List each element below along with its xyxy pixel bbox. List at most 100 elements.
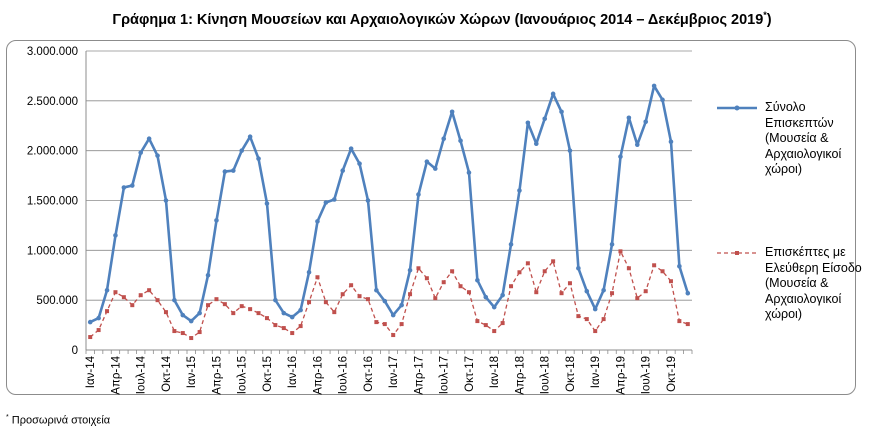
data-point (652, 263, 657, 268)
data-point (121, 185, 127, 190)
chart-title: Γράφημα 1: Κίνηση Μουσείων και Αρχαιολογ… (0, 10, 884, 28)
data-point (155, 153, 160, 158)
data-point (87, 319, 93, 325)
data-point (534, 290, 539, 295)
x-tick-label: Ιουλ-18 (540, 356, 552, 394)
data-point (163, 198, 169, 203)
data-point (567, 148, 573, 153)
data-point (517, 188, 522, 193)
data-point (163, 310, 168, 315)
data-point (206, 303, 211, 308)
data-point (584, 288, 590, 294)
legend-marker (735, 251, 739, 255)
data-point (331, 197, 337, 202)
y-tick-label: 2.000.000 (27, 146, 78, 158)
data-point (634, 142, 640, 147)
data-point (264, 201, 270, 206)
data-point (651, 83, 657, 89)
data-point (197, 310, 202, 316)
series-line-1 (89, 84, 690, 324)
data-point (348, 146, 354, 151)
data-point (365, 297, 370, 302)
data-point (408, 292, 413, 297)
data-point (256, 156, 261, 161)
data-point (592, 306, 598, 312)
data-point (441, 280, 446, 285)
data-point (113, 233, 118, 238)
data-point (273, 323, 278, 328)
legend-label: Σύνολο Επισκεπτών (Μουσεία & Αρχαιολογικ… (765, 100, 842, 176)
data-point (222, 302, 227, 307)
data-point (618, 154, 623, 159)
x-tick-label: Οκτ-18 (565, 356, 577, 392)
footnote-mark: * (6, 414, 9, 421)
data-point (500, 292, 505, 298)
footnote-text: Προσωρινά στοιχεία (8, 414, 111, 427)
chart-title-footnote-mark: * (763, 10, 767, 20)
data-point (340, 168, 346, 173)
data-point (289, 314, 295, 320)
data-point (576, 265, 581, 271)
data-point (609, 242, 615, 247)
data-point (256, 311, 261, 316)
data-point (247, 134, 253, 140)
x-tick-label: Απρ-17 (413, 356, 425, 395)
data-point (601, 287, 606, 293)
x-tick-label: Απρ-19 (615, 356, 627, 395)
data-point (147, 288, 152, 293)
data-point (155, 298, 160, 303)
data-point (466, 290, 471, 295)
data-point (130, 303, 135, 308)
data-point (230, 168, 236, 173)
data-point (660, 269, 665, 274)
data-point (483, 294, 489, 300)
data-point (374, 320, 379, 325)
data-point (618, 249, 623, 254)
data-point (113, 290, 118, 295)
data-point (407, 267, 413, 273)
data-point (475, 319, 480, 324)
data-point (357, 294, 362, 299)
data-point (349, 283, 354, 288)
data-point (509, 284, 514, 289)
data-point (239, 304, 244, 309)
x-tick-label: Ιουλ-14 (136, 355, 148, 394)
data-point (399, 302, 404, 308)
x-tick-label: Οκτ-17 (464, 356, 476, 392)
data-point (677, 263, 682, 269)
data-point (458, 284, 463, 289)
x-tick-label: Ιαν-17 (388, 356, 400, 388)
data-point (416, 266, 421, 271)
data-point (533, 141, 539, 146)
x-tick-label: Οκτ-16 (363, 356, 375, 392)
y-tick-label: 2.500.000 (27, 96, 78, 108)
data-point (559, 109, 564, 115)
data-point (121, 295, 126, 300)
data-point (197, 330, 202, 335)
data-point (643, 289, 648, 294)
data-point (281, 326, 286, 331)
y-tick-label: 1.000.000 (27, 245, 78, 257)
chart-title-close: ) (766, 11, 772, 28)
data-point (525, 120, 531, 126)
data-point (264, 316, 269, 321)
x-tick-label: Οκτ-14 (161, 355, 173, 391)
x-tick-label: Ιουλ-17 (439, 356, 451, 394)
data-point (432, 166, 438, 171)
footnote: * Προσωρινά στοιχεία (6, 414, 110, 427)
data-point (138, 293, 143, 298)
data-point (323, 200, 329, 205)
data-point (458, 138, 463, 143)
data-point (424, 159, 430, 164)
data-point (677, 319, 682, 324)
data-point (189, 336, 194, 341)
data-point (466, 170, 472, 175)
data-point (188, 318, 194, 324)
data-point (180, 331, 185, 336)
data-point (298, 307, 303, 313)
x-tick-label: Οκτ-15 (262, 356, 274, 392)
data-point (214, 218, 219, 223)
data-point (449, 109, 455, 115)
data-point (668, 279, 673, 284)
